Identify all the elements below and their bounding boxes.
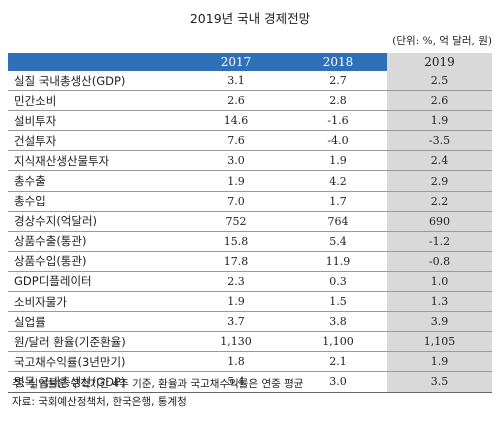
row-label: 건설투자 xyxy=(8,130,183,152)
row-label: 실업률 xyxy=(8,311,183,333)
table-row: 원/달러 환율(기준환율) 1,130 1,100 1,105 xyxy=(8,331,492,353)
table-row: 총수입 7.0 1.7 2.2 xyxy=(8,191,492,212)
cell-2018: 5.4 xyxy=(289,231,387,252)
cell-2019: 1.3 xyxy=(387,291,492,313)
cell-2017: 3.7 xyxy=(183,311,289,333)
table-row: 실질 국내총생산(GDP) 3.1 2.7 2.5 xyxy=(8,71,492,92)
row-label: 경상수지(억달러) xyxy=(8,211,183,232)
table-row: 국고채수익률(3년만기) 1.8 2.1 1.9 xyxy=(8,351,492,373)
table-row: 명목 국내총생산(GDP) 5.4 3.0 3.5 xyxy=(8,371,492,393)
cell-2019: -3.5 xyxy=(387,130,492,152)
table-row: GDP디플레이터 2.3 0.3 1.0 xyxy=(8,271,492,293)
cell-2017: 752 xyxy=(183,211,289,232)
table-body: 실질 국내총생산(GDP) 3.1 2.7 2.5 민간소비 2.6 2.8 2.6 설비투자 1… xyxy=(8,71,492,393)
row-label: 국고채수익률(3년만기) xyxy=(8,351,183,373)
cell-2018: 3.0 xyxy=(289,371,387,393)
cell-2018: 1.9 xyxy=(289,150,387,172)
cell-2017: 15.8 xyxy=(183,231,289,252)
row-label: 총수출 xyxy=(8,170,183,192)
row-label: 소비자물가 xyxy=(8,291,183,313)
cell-2017: 17.8 xyxy=(183,251,289,272)
cell-2017: 7.0 xyxy=(183,191,289,212)
cell-2019: 2.2 xyxy=(387,191,492,212)
row-label: 명목 국내총생산(GDP) xyxy=(8,371,183,393)
cell-2019: 2.9 xyxy=(387,170,492,192)
row-label: 총수입 xyxy=(8,191,183,212)
cell-2018: 2.7 xyxy=(289,71,387,92)
cell-2017: 1,130 xyxy=(183,331,289,353)
row-label: 지식재산생산물투자 xyxy=(8,150,183,172)
cell-2019: 690 xyxy=(387,211,492,232)
row-label: 설비투자 xyxy=(8,110,183,132)
footnote-source: 자료: 국회예산정책처, 한국은행, 통계청 xyxy=(12,396,187,408)
header-2017: 2017 xyxy=(183,53,289,71)
table-row: 경상수지(억달러) 752 764 690 xyxy=(8,211,492,232)
cell-2018: 2.1 xyxy=(289,351,387,373)
table-row: 소비자물가 1.9 1.5 1.3 xyxy=(8,291,492,313)
cell-2018: 3.8 xyxy=(289,311,387,333)
unit-note: (단위: %, 억 달러, 원) xyxy=(392,35,492,47)
footnote-note: 주: 실업률은 구직기간 4주 기준, 환율과 국고채수익률은 연중 평균 xyxy=(12,378,304,390)
row-label: 상품수출(통관) xyxy=(8,231,183,252)
cell-2019: 1.0 xyxy=(387,271,492,293)
cell-2017: 2.6 xyxy=(183,90,289,112)
cell-2019: 1.9 xyxy=(387,351,492,373)
cell-2019: -1.2 xyxy=(387,231,492,252)
row-label: 민간소비 xyxy=(8,90,183,112)
cell-2018: -1.6 xyxy=(289,110,387,132)
row-label: GDP디플레이터 xyxy=(8,271,183,293)
cell-2018: 1.5 xyxy=(289,291,387,313)
cell-2019: 3.5 xyxy=(387,371,492,393)
cell-2017: 14.6 xyxy=(183,110,289,132)
cell-2017: 1.9 xyxy=(183,170,289,192)
header-2019: 2019 xyxy=(387,53,492,71)
cell-2017: 1.8 xyxy=(183,351,289,373)
table-row: 실업률 3.7 3.8 3.9 xyxy=(8,311,492,333)
table-header-row: 2017 2018 2019 xyxy=(8,53,492,71)
cell-2019: 2.6 xyxy=(387,90,492,112)
cell-2017: 3.0 xyxy=(183,150,289,172)
cell-2018: 1.7 xyxy=(289,191,387,212)
page-title: 2019년 국내 경제전망 xyxy=(189,11,311,26)
cell-2017: 1.9 xyxy=(183,291,289,313)
cell-2018: 764 xyxy=(289,211,387,232)
cell-2019: 1.9 xyxy=(387,110,492,132)
row-label: 원/달러 환율(기준환율) xyxy=(8,331,183,353)
cell-2018: 0.3 xyxy=(289,271,387,293)
row-label: 실질 국내총생산(GDP) xyxy=(8,71,183,92)
cell-2017: 2.3 xyxy=(183,271,289,293)
cell-2019: -0.8 xyxy=(387,251,492,272)
table-row: 민간소비 2.6 2.8 2.6 xyxy=(8,90,492,112)
table-row: 상품수출(통관) 15.8 5.4 -1.2 xyxy=(8,231,492,252)
table-row: 총수출 1.9 4.2 2.9 xyxy=(8,170,492,192)
cell-2018: -4.0 xyxy=(289,130,387,152)
cell-2017: 5.4 xyxy=(183,371,289,393)
header-blank xyxy=(8,53,183,71)
header-2018: 2018 xyxy=(289,53,387,71)
cell-2018: 11.9 xyxy=(289,251,387,272)
cell-2018: 1,100 xyxy=(289,331,387,353)
footnotes: 주: 실업률은 구직기간 4주 기준, 환율과 국고채수익률은 연중 평균 자료… xyxy=(12,375,303,411)
table-row: 지식재산생산물투자 3.0 1.9 2.4 xyxy=(8,150,492,172)
table-row: 상품수입(통관) 17.8 11.9 -0.8 xyxy=(8,251,492,272)
row-label: 상품수입(통관) xyxy=(8,251,183,272)
cell-2019: 2.5 xyxy=(387,71,492,92)
table-row: 설비투자 14.6 -1.6 1.9 xyxy=(8,110,492,132)
cell-2017: 3.1 xyxy=(183,71,289,92)
cell-2017: 7.6 xyxy=(183,130,289,152)
cell-2019: 3.9 xyxy=(387,311,492,333)
cell-2019: 2.4 xyxy=(387,150,492,172)
cell-2019: 1,105 xyxy=(387,331,492,353)
cell-2018: 2.8 xyxy=(289,90,387,112)
economic-outlook-table: 2017 2018 2019 실질 국내총생산(GDP) 3.1 2.7 2.5 민간소… xyxy=(8,53,492,393)
table-row: 건설투자 7.6 -4.0 -3.5 xyxy=(8,130,492,152)
cell-2018: 4.2 xyxy=(289,170,387,192)
